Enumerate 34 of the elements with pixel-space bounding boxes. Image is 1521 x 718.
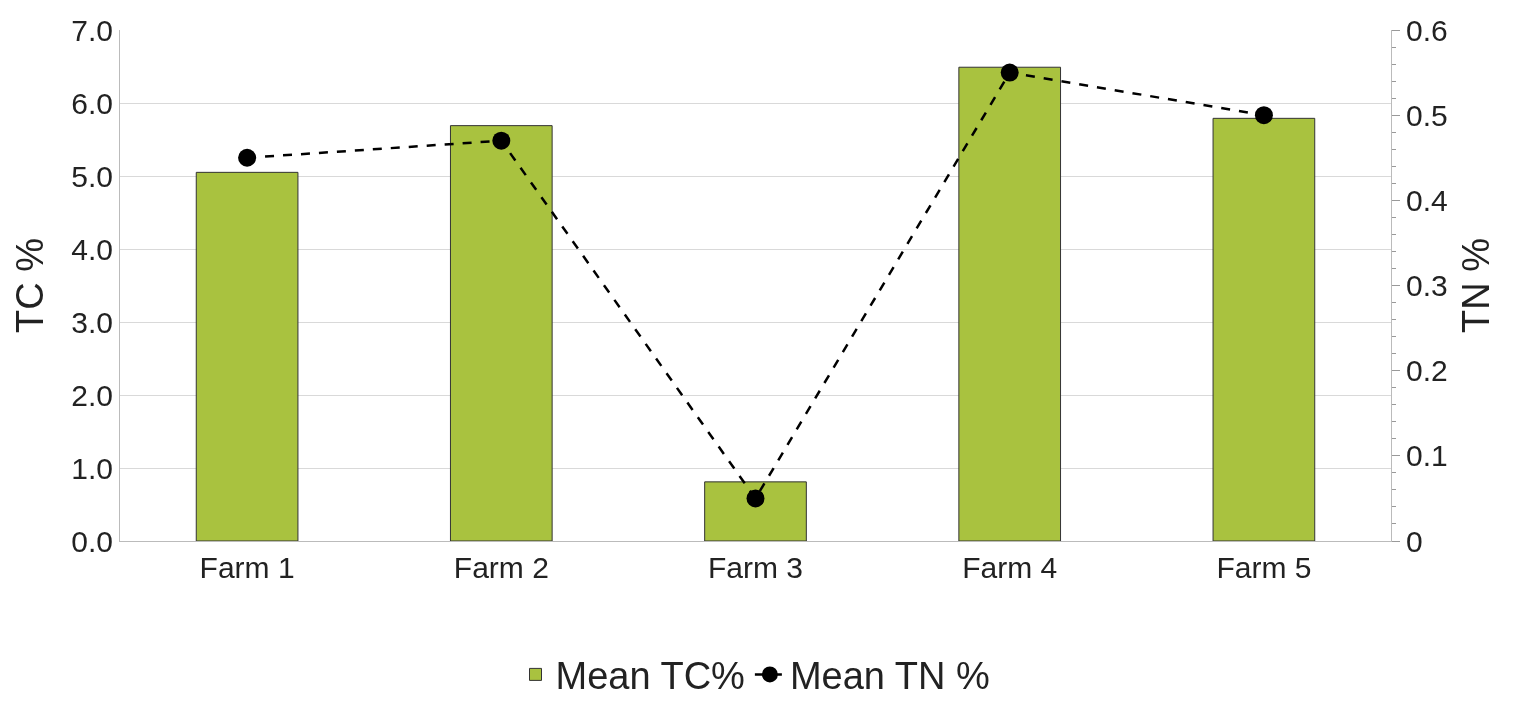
x-tick-label: Farm 3 xyxy=(707,551,804,584)
bar xyxy=(449,125,553,541)
x-tick-label: Farm 1 xyxy=(199,551,295,584)
y2-axis-title: TN % xyxy=(1454,238,1497,333)
point xyxy=(1000,63,1019,82)
y2-tick-label: 0.1 xyxy=(1406,439,1448,473)
y2-tick-label: 0.2 xyxy=(1406,354,1448,388)
legend-label: Mean TN % xyxy=(789,655,990,698)
bar xyxy=(195,171,299,541)
y-tick-label: 1.0 xyxy=(71,451,113,485)
x-tick-label: Farm 5 xyxy=(1216,551,1312,584)
bar xyxy=(1212,117,1316,541)
x-tick-label: Farm 4 xyxy=(962,551,1058,584)
bar xyxy=(958,66,1062,541)
point xyxy=(492,131,511,150)
bar xyxy=(704,481,807,541)
y-tick-label: 7.0 xyxy=(71,13,113,47)
legend-label: Mean TC% xyxy=(555,655,745,698)
y-axis-title: TC % xyxy=(9,238,52,333)
y-tick-label: 3.0 xyxy=(71,305,113,339)
point xyxy=(1254,106,1273,125)
point xyxy=(746,489,765,508)
point xyxy=(238,148,257,167)
y2-tick-label: 0.3 xyxy=(1406,269,1448,302)
y-tick-label: 0.0 xyxy=(71,524,113,558)
y2-tick-label: 0.5 xyxy=(1406,98,1448,132)
y2-tick-label: 0.4 xyxy=(1406,183,1448,217)
y-tick-label: 4.0 xyxy=(71,232,113,266)
y2-tick-label: 0.6 xyxy=(1406,13,1448,47)
x-tick-label: Farm 2 xyxy=(453,551,549,584)
y2-tick-label: 0 xyxy=(1406,524,1423,558)
y-tick-label: 6.0 xyxy=(71,86,113,120)
y-tick-label: 2.0 xyxy=(71,378,113,412)
y-tick-label: 5.0 xyxy=(71,159,113,193)
